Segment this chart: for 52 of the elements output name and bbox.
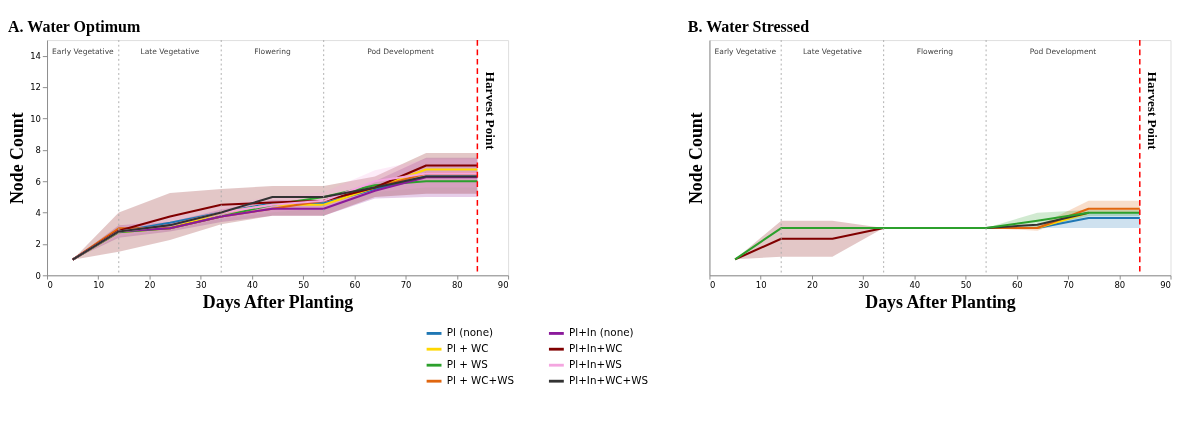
y-tick-label: 2 bbox=[35, 239, 41, 250]
y-tick-label: 4 bbox=[35, 207, 41, 218]
y-tick-label: 6 bbox=[35, 176, 41, 187]
x-tick-label: 20 bbox=[144, 280, 156, 291]
ref-line-label: Harvest Point bbox=[1145, 71, 1161, 151]
legend-label: Pl + WC+WS bbox=[446, 374, 515, 387]
x-tick-label: 90 bbox=[497, 280, 509, 291]
ref-line-label: Harvest Point bbox=[482, 71, 498, 151]
x-tick-label: 0 bbox=[709, 280, 716, 291]
x-tick-label: 0 bbox=[47, 280, 53, 291]
text: Late Vegetative bbox=[802, 47, 863, 57]
y-tick-label: 0 bbox=[35, 270, 41, 281]
x-tick-label: 10 bbox=[755, 280, 767, 291]
legend-label: Pl (none) bbox=[446, 326, 494, 339]
annotation: Late Vegetative bbox=[140, 47, 200, 57]
x-tick-label: 30 bbox=[195, 280, 207, 291]
x-axis-title: Days After Planting bbox=[202, 291, 354, 312]
x-tick-label: 50 bbox=[960, 280, 972, 291]
text: Flowering bbox=[916, 47, 954, 57]
x-tick-label: 80 bbox=[1114, 280, 1126, 291]
y-axis-title: Node Count bbox=[686, 112, 707, 205]
y-axis-title: Node Count bbox=[6, 112, 27, 205]
x-tick-label: 60 bbox=[349, 280, 361, 291]
y-tick-label: 8 bbox=[35, 145, 41, 156]
y-tick-label: 12 bbox=[30, 82, 41, 93]
x-tick-label: 90 bbox=[1160, 280, 1171, 291]
x-tick-label: 30 bbox=[858, 280, 870, 291]
legend-label: Pl+In+WC bbox=[569, 342, 623, 355]
legend-label: Pl + WS bbox=[446, 358, 488, 371]
x-tick-label: 50 bbox=[298, 280, 310, 291]
legend-label: Pl+In+WC+WS bbox=[569, 374, 649, 387]
y-tick-label: 14 bbox=[30, 51, 41, 62]
annotation: Flowering bbox=[254, 47, 291, 57]
chart-title: A. Water Optimum bbox=[8, 17, 141, 36]
annotation: Early Vegetative bbox=[52, 47, 115, 57]
text: Pod Development bbox=[1029, 47, 1097, 57]
x-tick-label: 60 bbox=[1011, 280, 1023, 291]
x-tick-label: 70 bbox=[1063, 280, 1074, 291]
x-tick-label: 20 bbox=[807, 280, 818, 291]
chart-title: B. Water Stressed bbox=[687, 17, 810, 35]
legend-label: Pl + WC bbox=[446, 342, 489, 355]
x-axis-title: Days After Planting bbox=[865, 291, 1016, 312]
x-tick-label: 40 bbox=[909, 280, 921, 291]
x-tick-label: 10 bbox=[93, 280, 105, 291]
x-tick-label: 80 bbox=[451, 280, 463, 291]
y-tick-label: 10 bbox=[30, 113, 41, 124]
legend-label: Pl+In (none) bbox=[569, 326, 634, 339]
text: Early Vegetative bbox=[714, 47, 777, 57]
annotation: Pod Development bbox=[367, 47, 434, 57]
legend-label: Pl+In+WS bbox=[569, 358, 622, 371]
x-tick-label: 70 bbox=[400, 280, 412, 291]
x-tick-label: 40 bbox=[247, 280, 258, 291]
